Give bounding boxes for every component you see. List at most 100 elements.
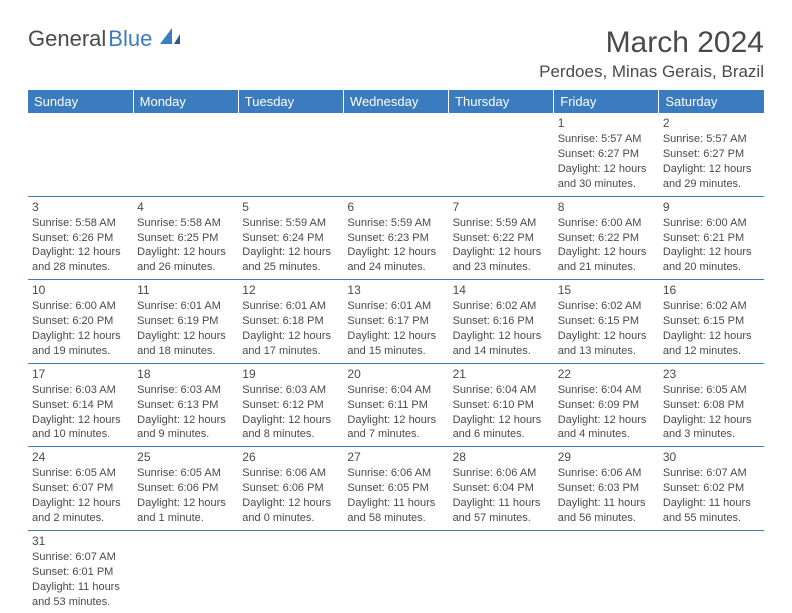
- day-info-line: Sunset: 6:04 PM: [453, 481, 550, 496]
- day-info-line: Sunrise: 6:00 AM: [663, 216, 760, 231]
- weekday-header: Wednesday: [343, 90, 448, 113]
- day-number: 6: [347, 199, 444, 215]
- day-number: 14: [453, 282, 550, 298]
- day-info-line: and 9 minutes.: [137, 427, 234, 442]
- calendar-day-cell: 26Sunrise: 6:06 AMSunset: 6:06 PMDayligh…: [238, 447, 343, 531]
- day-info-line: Daylight: 12 hours: [137, 496, 234, 511]
- day-number: 1: [558, 115, 655, 131]
- calendar-day-cell: 10Sunrise: 6:00 AMSunset: 6:20 PMDayligh…: [28, 280, 133, 364]
- day-info-line: Sunset: 6:20 PM: [32, 314, 129, 329]
- day-info-line: Daylight: 12 hours: [663, 245, 760, 260]
- day-info-line: Daylight: 12 hours: [32, 245, 129, 260]
- day-info-line: Sunset: 6:13 PM: [137, 398, 234, 413]
- weekday-header-row: SundayMondayTuesdayWednesdayThursdayFrid…: [28, 90, 764, 113]
- day-info-line: Daylight: 12 hours: [242, 496, 339, 511]
- calendar-week-row: 1Sunrise: 5:57 AMSunset: 6:27 PMDaylight…: [28, 113, 764, 196]
- title-block: March 2024 Perdoes, Minas Gerais, Brazil: [539, 26, 764, 82]
- day-info-line: Sunset: 6:14 PM: [32, 398, 129, 413]
- day-info-line: Daylight: 12 hours: [663, 162, 760, 177]
- day-info-line: and 21 minutes.: [558, 260, 655, 275]
- header: GeneralBlue March 2024 Perdoes, Minas Ge…: [28, 26, 764, 82]
- day-info-line: Sunrise: 5:58 AM: [137, 216, 234, 231]
- day-info-line: and 18 minutes.: [137, 344, 234, 359]
- day-info-line: Daylight: 12 hours: [137, 329, 234, 344]
- day-number: 24: [32, 449, 129, 465]
- day-info-line: Sunrise: 5:58 AM: [32, 216, 129, 231]
- day-info-line: and 20 minutes.: [663, 260, 760, 275]
- day-info-line: and 56 minutes.: [558, 511, 655, 526]
- day-info-line: Sunrise: 5:59 AM: [242, 216, 339, 231]
- day-info-line: Sunset: 6:01 PM: [32, 565, 129, 580]
- day-info-line: Daylight: 11 hours: [347, 496, 444, 511]
- calendar-empty-cell: [28, 113, 133, 196]
- day-info-line: Sunrise: 5:59 AM: [453, 216, 550, 231]
- day-number: 20: [347, 366, 444, 382]
- logo: GeneralBlue: [28, 26, 184, 52]
- weekday-header: Thursday: [449, 90, 554, 113]
- day-number: 23: [663, 366, 760, 382]
- day-info-line: and 10 minutes.: [32, 427, 129, 442]
- day-info-line: Sunrise: 6:04 AM: [347, 383, 444, 398]
- calendar-day-cell: 13Sunrise: 6:01 AMSunset: 6:17 PMDayligh…: [343, 280, 448, 364]
- calendar-empty-cell: [133, 530, 238, 613]
- day-info-line: Sunset: 6:17 PM: [347, 314, 444, 329]
- calendar-table: SundayMondayTuesdayWednesdayThursdayFrid…: [28, 90, 764, 613]
- day-info-line: Sunset: 6:10 PM: [453, 398, 550, 413]
- day-info-line: Sunrise: 6:06 AM: [347, 466, 444, 481]
- day-info-line: and 13 minutes.: [558, 344, 655, 359]
- calendar-empty-cell: [449, 530, 554, 613]
- day-info-line: and 29 minutes.: [663, 177, 760, 192]
- day-number: 31: [32, 533, 129, 549]
- day-info-line: and 4 minutes.: [558, 427, 655, 442]
- day-info-line: Sunrise: 6:02 AM: [663, 299, 760, 314]
- day-info-line: and 8 minutes.: [242, 427, 339, 442]
- calendar-empty-cell: [659, 530, 764, 613]
- day-number: 3: [32, 199, 129, 215]
- day-info-line: and 3 minutes.: [663, 427, 760, 442]
- day-info-line: Daylight: 12 hours: [663, 413, 760, 428]
- day-info-line: Daylight: 12 hours: [242, 413, 339, 428]
- day-info-line: Daylight: 12 hours: [347, 245, 444, 260]
- calendar-day-cell: 19Sunrise: 6:03 AMSunset: 6:12 PMDayligh…: [238, 363, 343, 447]
- day-number: 2: [663, 115, 760, 131]
- day-number: 25: [137, 449, 234, 465]
- day-info-line: Sunrise: 6:03 AM: [137, 383, 234, 398]
- sail-icon: [158, 26, 184, 52]
- location: Perdoes, Minas Gerais, Brazil: [539, 62, 764, 82]
- day-number: 5: [242, 199, 339, 215]
- day-info-line: Sunrise: 6:05 AM: [137, 466, 234, 481]
- logo-text-1: General: [28, 26, 106, 52]
- day-info-line: Sunrise: 6:01 AM: [347, 299, 444, 314]
- day-info-line: Daylight: 12 hours: [137, 245, 234, 260]
- day-info-line: Daylight: 12 hours: [32, 413, 129, 428]
- day-number: 7: [453, 199, 550, 215]
- day-info-line: Sunrise: 6:06 AM: [453, 466, 550, 481]
- day-info-line: Sunrise: 6:03 AM: [32, 383, 129, 398]
- day-info-line: and 2 minutes.: [32, 511, 129, 526]
- calendar-day-cell: 20Sunrise: 6:04 AMSunset: 6:11 PMDayligh…: [343, 363, 448, 447]
- calendar-day-cell: 6Sunrise: 5:59 AMSunset: 6:23 PMDaylight…: [343, 196, 448, 280]
- day-info-line: Sunrise: 6:00 AM: [558, 216, 655, 231]
- day-info-line: and 14 minutes.: [453, 344, 550, 359]
- day-number: 15: [558, 282, 655, 298]
- day-info-line: Daylight: 12 hours: [347, 329, 444, 344]
- day-number: 4: [137, 199, 234, 215]
- calendar-day-cell: 28Sunrise: 6:06 AMSunset: 6:04 PMDayligh…: [449, 447, 554, 531]
- calendar-day-cell: 23Sunrise: 6:05 AMSunset: 6:08 PMDayligh…: [659, 363, 764, 447]
- calendar-day-cell: 14Sunrise: 6:02 AMSunset: 6:16 PMDayligh…: [449, 280, 554, 364]
- day-number: 16: [663, 282, 760, 298]
- weekday-header: Saturday: [659, 90, 764, 113]
- day-info-line: Sunset: 6:12 PM: [242, 398, 339, 413]
- day-info-line: and 23 minutes.: [453, 260, 550, 275]
- calendar-week-row: 24Sunrise: 6:05 AMSunset: 6:07 PMDayligh…: [28, 447, 764, 531]
- calendar-day-cell: 18Sunrise: 6:03 AMSunset: 6:13 PMDayligh…: [133, 363, 238, 447]
- calendar-day-cell: 9Sunrise: 6:00 AMSunset: 6:21 PMDaylight…: [659, 196, 764, 280]
- day-info-line: Sunset: 6:19 PM: [137, 314, 234, 329]
- day-number: 30: [663, 449, 760, 465]
- calendar-day-cell: 1Sunrise: 5:57 AMSunset: 6:27 PMDaylight…: [554, 113, 659, 196]
- calendar-week-row: 17Sunrise: 6:03 AMSunset: 6:14 PMDayligh…: [28, 363, 764, 447]
- day-number: 9: [663, 199, 760, 215]
- day-info-line: and 55 minutes.: [663, 511, 760, 526]
- calendar-day-cell: 22Sunrise: 6:04 AMSunset: 6:09 PMDayligh…: [554, 363, 659, 447]
- calendar-empty-cell: [343, 530, 448, 613]
